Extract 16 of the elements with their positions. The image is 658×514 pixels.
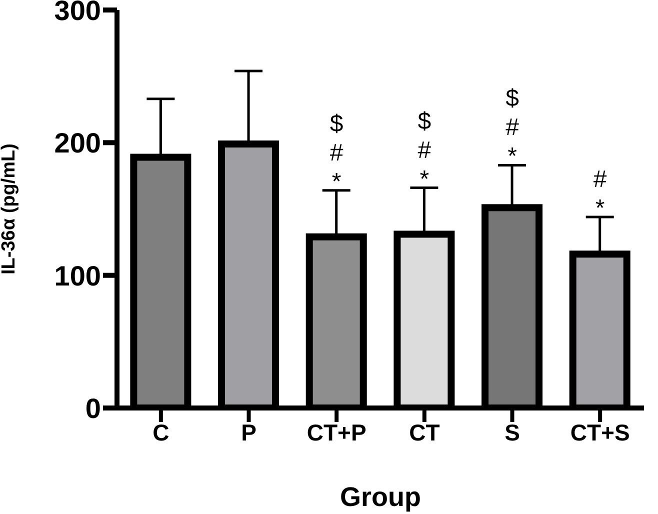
x-tick-label: S [504, 419, 520, 446]
y-tick-label: 200 [54, 128, 101, 159]
x-tick-label: CT [409, 419, 440, 446]
x-tick-label: CT+S [570, 419, 630, 446]
annotation: $ # * [330, 110, 344, 196]
y-tick-label: 300 [54, 0, 101, 26]
y-axis-title: IL-36α (pg/mL) [0, 144, 20, 274]
x-tick-label: C [152, 419, 170, 446]
y-tick-label: 0 [85, 392, 101, 424]
y-tick-label: 100 [54, 260, 101, 292]
x-tick-label: CT+P [306, 419, 366, 446]
annotation: # * [593, 166, 608, 222]
annotation: $ # * [418, 108, 432, 193]
x-tick-label: P [241, 419, 256, 446]
x-axis-title: Group [340, 482, 421, 512]
annotation: $ # * [506, 85, 520, 170]
